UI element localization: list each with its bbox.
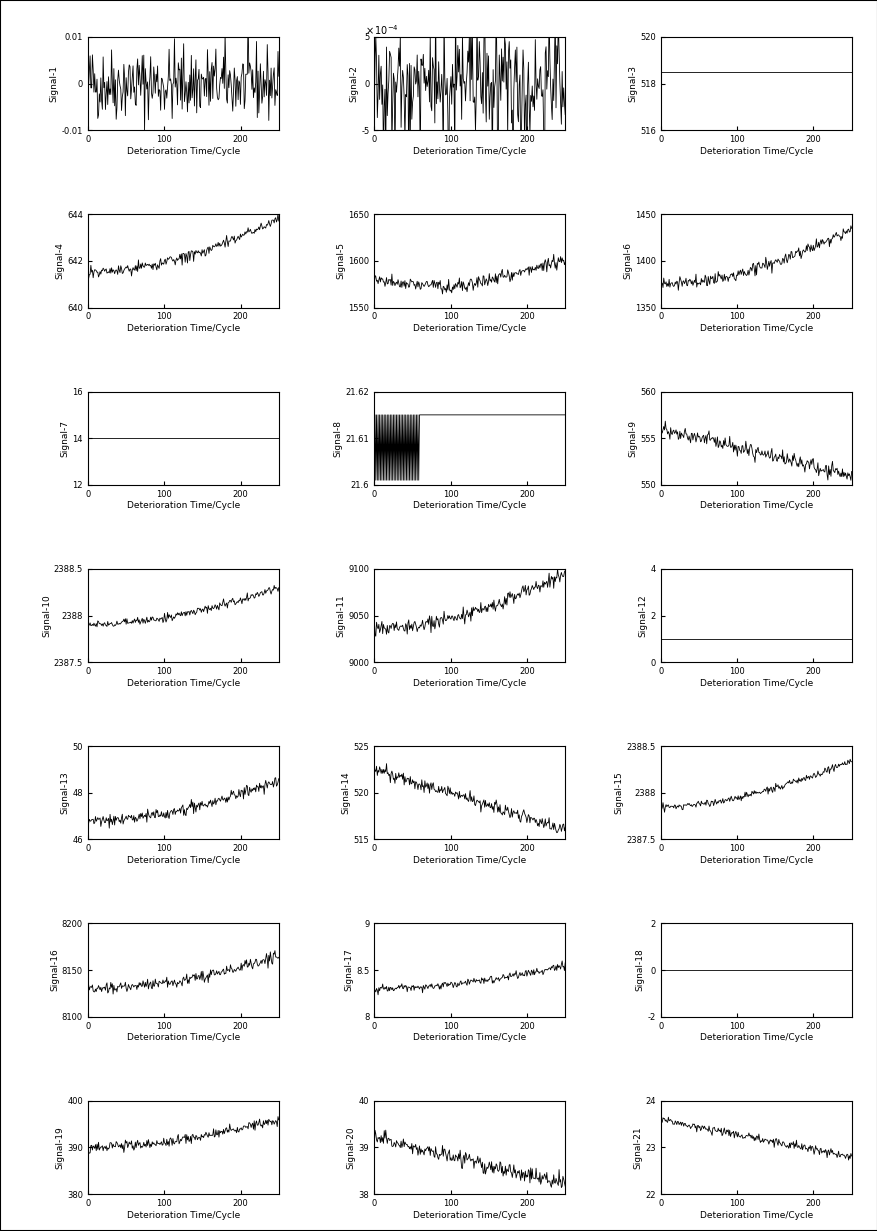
Y-axis label: Signal-10: Signal-10: [42, 595, 51, 636]
X-axis label: Deterioration Time/Cycle: Deterioration Time/Cycle: [699, 1211, 812, 1220]
X-axis label: Deterioration Time/Cycle: Deterioration Time/Cycle: [126, 1033, 239, 1043]
X-axis label: Deterioration Time/Cycle: Deterioration Time/Cycle: [699, 501, 812, 511]
X-axis label: Deterioration Time/Cycle: Deterioration Time/Cycle: [413, 856, 525, 865]
X-axis label: Deterioration Time/Cycle: Deterioration Time/Cycle: [126, 501, 239, 511]
Y-axis label: Signal-6: Signal-6: [622, 243, 631, 279]
Y-axis label: Signal-16: Signal-16: [50, 949, 59, 991]
Y-axis label: Signal-13: Signal-13: [61, 772, 69, 814]
X-axis label: Deterioration Time/Cycle: Deterioration Time/Cycle: [126, 324, 239, 334]
X-axis label: Deterioration Time/Cycle: Deterioration Time/Cycle: [413, 1211, 525, 1220]
X-axis label: Deterioration Time/Cycle: Deterioration Time/Cycle: [413, 1033, 525, 1043]
Y-axis label: Signal-20: Signal-20: [346, 1126, 355, 1168]
Y-axis label: Signal-15: Signal-15: [614, 772, 623, 814]
Y-axis label: Signal-17: Signal-17: [344, 949, 353, 991]
Y-axis label: Signal-1: Signal-1: [50, 65, 59, 102]
Y-axis label: Signal-3: Signal-3: [627, 65, 637, 102]
X-axis label: Deterioration Time/Cycle: Deterioration Time/Cycle: [699, 1033, 812, 1043]
X-axis label: Deterioration Time/Cycle: Deterioration Time/Cycle: [699, 324, 812, 334]
Y-axis label: Signal-7: Signal-7: [61, 420, 69, 457]
Y-axis label: Signal-18: Signal-18: [635, 949, 644, 991]
Y-axis label: Signal-21: Signal-21: [632, 1126, 642, 1168]
Y-axis label: Signal-9: Signal-9: [627, 420, 637, 457]
Y-axis label: Signal-14: Signal-14: [341, 772, 351, 814]
X-axis label: Deterioration Time/Cycle: Deterioration Time/Cycle: [126, 678, 239, 688]
Y-axis label: Signal-5: Signal-5: [336, 243, 345, 279]
Y-axis label: Signal-19: Signal-19: [55, 1126, 64, 1168]
X-axis label: Deterioration Time/Cycle: Deterioration Time/Cycle: [126, 1211, 239, 1220]
Y-axis label: Signal-2: Signal-2: [349, 65, 358, 102]
Y-axis label: Signal-4: Signal-4: [55, 243, 64, 279]
X-axis label: Deterioration Time/Cycle: Deterioration Time/Cycle: [699, 678, 812, 688]
X-axis label: Deterioration Time/Cycle: Deterioration Time/Cycle: [699, 856, 812, 865]
Text: $\times\,10^{-4}$: $\times\,10^{-4}$: [364, 23, 398, 37]
Y-axis label: Signal-11: Signal-11: [336, 595, 346, 636]
X-axis label: Deterioration Time/Cycle: Deterioration Time/Cycle: [126, 146, 239, 156]
Y-axis label: Signal-8: Signal-8: [333, 420, 342, 457]
X-axis label: Deterioration Time/Cycle: Deterioration Time/Cycle: [413, 324, 525, 334]
Y-axis label: Signal-12: Signal-12: [638, 595, 647, 636]
X-axis label: Deterioration Time/Cycle: Deterioration Time/Cycle: [413, 501, 525, 511]
X-axis label: Deterioration Time/Cycle: Deterioration Time/Cycle: [413, 678, 525, 688]
X-axis label: Deterioration Time/Cycle: Deterioration Time/Cycle: [413, 146, 525, 156]
X-axis label: Deterioration Time/Cycle: Deterioration Time/Cycle: [699, 146, 812, 156]
X-axis label: Deterioration Time/Cycle: Deterioration Time/Cycle: [126, 856, 239, 865]
